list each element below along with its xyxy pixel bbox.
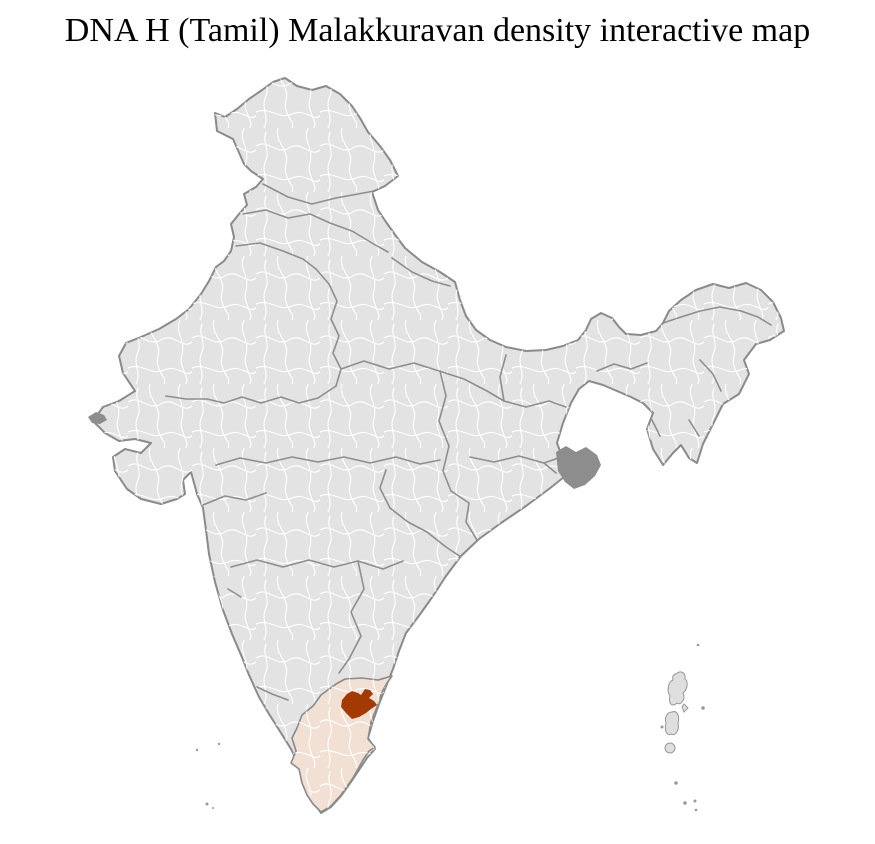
page-title: DNA H (Tamil) Malakkuravan density inter… <box>64 12 811 49</box>
andaman-nicobar-islands <box>664 671 689 754</box>
small-islets <box>660 643 705 812</box>
kutch-marsh-patch <box>88 412 107 424</box>
sundarbans-marsh-patch <box>556 446 601 489</box>
lakshadweep-islands <box>195 742 221 809</box>
district-borders-overlay <box>93 78 784 813</box>
state-borders <box>165 183 772 701</box>
highlighted-district[interactable] <box>341 689 377 719</box>
